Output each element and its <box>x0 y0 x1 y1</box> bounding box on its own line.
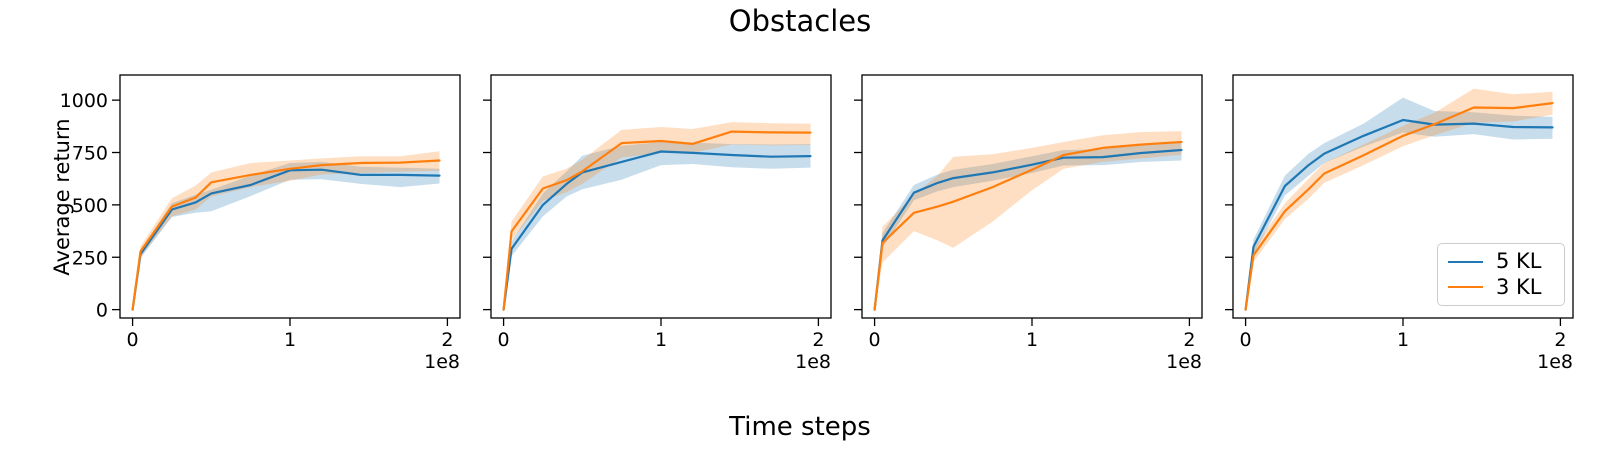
confidence-band-3-kl <box>503 122 811 310</box>
legend-label: 3 KL <box>1496 274 1542 299</box>
x-tick-label: 2 <box>1183 329 1195 351</box>
y-tick-label: 0 <box>96 300 108 322</box>
confidence-band-5-kl <box>874 141 1182 310</box>
series-line-5-kl <box>1244 118 1554 311</box>
series-line-5-kl <box>131 168 441 311</box>
confidence-band-5-kl <box>1245 97 1553 310</box>
x-tick-label: 1 <box>1397 329 1409 351</box>
x-tick-label: 0 <box>127 329 139 351</box>
y-tick-label: 1000 <box>60 90 108 112</box>
x-tick-label: 1 <box>655 329 667 351</box>
x-tick-label: 2 <box>812 329 824 351</box>
axis-offset-label: 1e8 <box>424 351 460 373</box>
legend-item-5kl: 5 KL <box>1448 251 1554 272</box>
series-line-3-kl <box>873 140 1183 311</box>
legend-line-sample-orange-icon <box>1448 286 1483 289</box>
axes-frame <box>119 74 461 319</box>
legend-item-3kl: 3 KL <box>1448 274 1554 299</box>
x-tick-label: 2 <box>441 329 453 351</box>
series-line-3-kl <box>1244 101 1554 311</box>
axis-offset-label: 1e8 <box>1166 351 1202 373</box>
series-line-3-kl <box>502 130 812 311</box>
confidence-band-5-kl <box>503 142 811 310</box>
series-line-5-kl <box>502 150 812 311</box>
series-line-3-kl <box>131 159 441 311</box>
confidence-band-3-kl <box>1245 88 1553 310</box>
x-tick-label: 0 <box>869 329 881 351</box>
x-axis-label: Time steps <box>729 412 871 442</box>
confidence-band-5-kl <box>132 161 440 310</box>
x-tick-label: 0 <box>1240 329 1252 351</box>
x-tick-label: 1 <box>1026 329 1038 351</box>
confidence-band-3-kl <box>874 131 1182 310</box>
series-line-5-kl <box>873 148 1183 311</box>
x-tick-label: 0 <box>498 329 510 351</box>
axis-offset-label: 1e8 <box>1537 351 1573 373</box>
y-tick-label: 500 <box>72 195 108 217</box>
x-tick-label: 2 <box>1554 329 1566 351</box>
legend-box: 5 KL 3 KL <box>1437 243 1565 306</box>
confidence-band-3-kl <box>132 151 440 310</box>
axis-offset-label: 1e8 <box>795 351 831 373</box>
y-tick-label: 750 <box>72 143 108 165</box>
x-tick-label: 1 <box>284 329 296 351</box>
y-tick-label: 250 <box>72 247 108 269</box>
legend-label: 5 KL <box>1496 249 1542 274</box>
figure-title: Obstacles <box>728 4 872 38</box>
legend-line-sample-blue-icon <box>1448 260 1483 263</box>
